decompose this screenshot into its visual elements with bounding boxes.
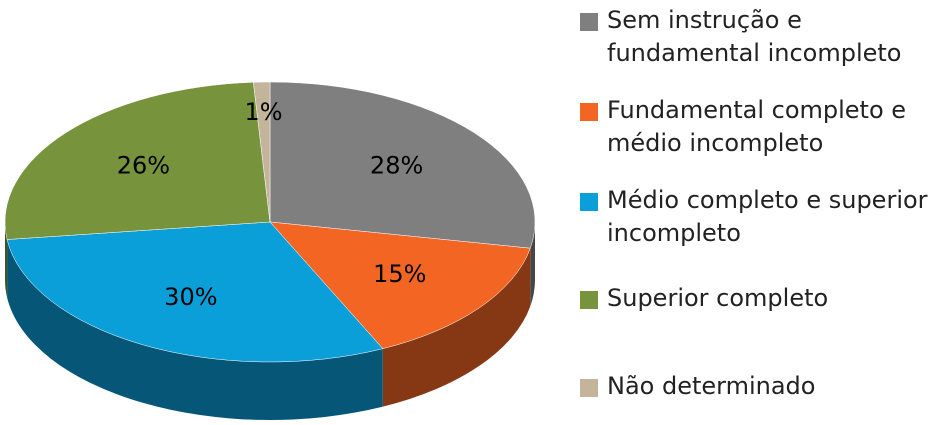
legend-swatch	[580, 103, 598, 121]
data-label: 1%	[244, 98, 282, 126]
data-label: 15%	[373, 260, 426, 288]
pie-area: 28% 15% 30% 26% 1%	[4, 81, 536, 420]
data-label: 30%	[164, 283, 217, 311]
slice-side	[7, 239, 383, 420]
slice	[269, 221, 531, 349]
slice	[253, 81, 271, 223]
legend-swatch	[580, 13, 598, 31]
legend-label: Médio completo e superior incompleto	[607, 186, 928, 247]
legend-label: Não determinado	[607, 372, 816, 400]
slice-side	[530, 222, 535, 307]
data-label: 28%	[370, 152, 423, 180]
legend-label: Sem instrução e fundamental incompleto	[607, 6, 902, 67]
slice-side	[5, 222, 8, 298]
legend-label: Fundamental completo e médio incompleto	[607, 96, 907, 157]
legend-swatch	[580, 193, 598, 211]
legend-swatch	[580, 291, 598, 309]
legend-swatch	[580, 379, 598, 397]
data-label: 26%	[117, 152, 170, 180]
slice-side	[382, 248, 531, 407]
slice	[6, 221, 384, 363]
slice	[269, 81, 536, 249]
slice	[4, 82, 271, 240]
legend-label: Superior completo	[607, 284, 829, 312]
